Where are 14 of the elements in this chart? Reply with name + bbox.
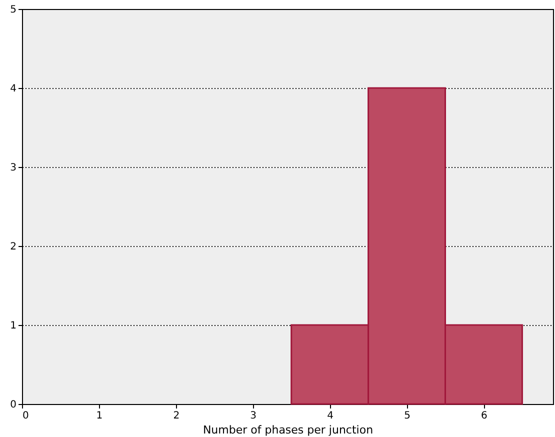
y-tick-label: 3	[10, 162, 16, 174]
x-tick-label: 0	[22, 410, 29, 422]
y-tick-label: 5	[10, 4, 16, 16]
x-tick-label: 1	[96, 410, 103, 422]
x-tick-label: 5	[404, 410, 410, 422]
x-tick-label: 6	[481, 410, 488, 422]
y-tick-label: 1	[10, 320, 16, 332]
y-tick-label: 4	[10, 84, 16, 94]
y-tick-label: 0	[10, 400, 16, 410]
x-tick-label: 3	[250, 410, 257, 422]
x-axis-title: Number of phases per junction	[202, 424, 374, 436]
x-tick-label: 4	[327, 410, 334, 422]
y-tick-label: 2	[10, 242, 16, 252]
x-tick-label: 2	[173, 410, 180, 422]
